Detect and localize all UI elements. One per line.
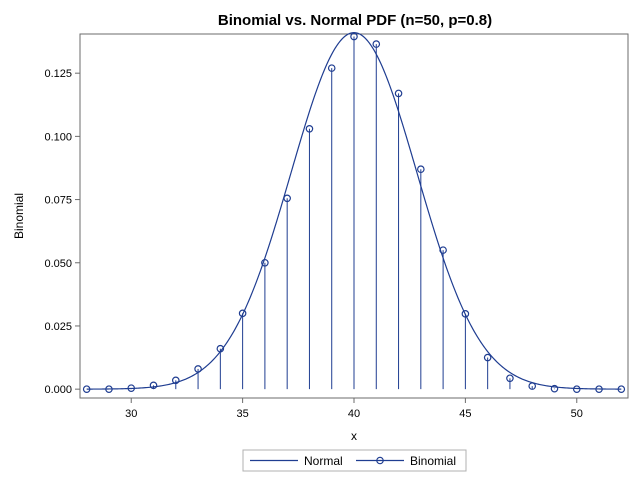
binomial-point xyxy=(350,32,358,41)
binomial-point xyxy=(550,384,559,393)
x-axis: 30 35 40 45 50 xyxy=(125,398,583,420)
legend-binomial-marker xyxy=(376,456,384,465)
binomial-point xyxy=(127,384,136,392)
y-tick-label: 0.025 xyxy=(44,321,72,333)
legend: Normal Binomial xyxy=(242,449,467,472)
binomial-point xyxy=(149,381,158,390)
binomial-point xyxy=(394,89,403,98)
legend-binomial-label: Binomial xyxy=(410,454,456,468)
legend-box xyxy=(242,449,467,472)
binomial-point xyxy=(528,382,537,390)
x-tick-label: 45 xyxy=(459,408,471,420)
x-tick-label: 40 xyxy=(348,408,360,420)
y-axis-label: Binomial xyxy=(12,193,26,239)
binomial-point xyxy=(82,385,91,393)
binomial-point xyxy=(595,385,603,393)
y-tick-label: 0.100 xyxy=(44,131,72,143)
binomial-point xyxy=(171,376,180,385)
binomial-markers xyxy=(82,32,626,393)
binomial-point xyxy=(483,353,492,362)
binomial-point xyxy=(461,310,470,318)
chart-title: Binomial vs. Normal PDF (n=50, p=0.8) xyxy=(218,12,492,29)
y-tick-label: 0.125 xyxy=(44,68,72,80)
binomial-point xyxy=(506,374,514,383)
y-tick-label: 0.075 xyxy=(44,195,72,207)
binomial-point xyxy=(305,124,314,133)
y-tick-label: 0.000 xyxy=(44,384,72,396)
y-tick-label: 0.050 xyxy=(44,258,72,270)
binomial-point xyxy=(283,194,291,203)
binomial-point xyxy=(439,246,447,254)
binomial-point xyxy=(105,385,113,393)
binomial-point xyxy=(617,385,626,393)
legend-normal-label: Normal xyxy=(304,454,343,468)
binomial-point xyxy=(327,64,336,72)
x-tick-label: 30 xyxy=(125,408,137,420)
x-tick-label: 50 xyxy=(571,408,583,420)
binomial-point xyxy=(216,344,225,353)
y-axis: 0.000 0.025 0.050 0.075 0.100 0.125 xyxy=(44,68,80,396)
binomial-point xyxy=(572,385,581,393)
x-axis-label: x xyxy=(351,429,357,443)
binomial-point xyxy=(417,165,425,174)
x-tick-label: 35 xyxy=(236,408,248,420)
binomial-point xyxy=(372,40,381,48)
binomial-needles xyxy=(130,36,555,390)
binomial-point xyxy=(194,365,202,373)
binomial-point xyxy=(261,258,269,267)
binomial-point xyxy=(238,309,247,318)
